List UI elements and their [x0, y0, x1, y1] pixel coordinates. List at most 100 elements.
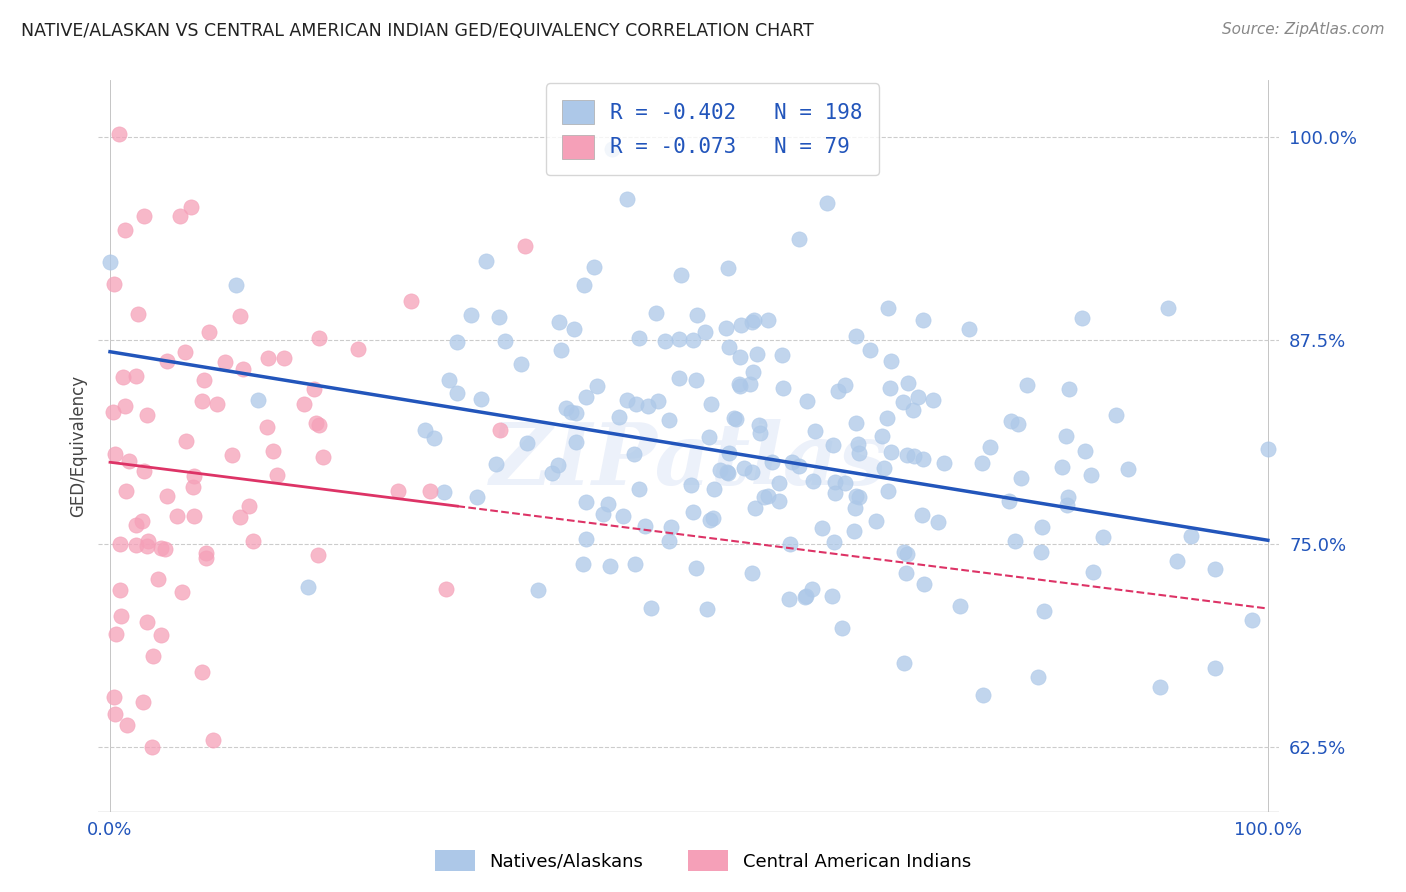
- Point: [470, 392, 492, 406]
- Point: [741, 566, 763, 580]
- Point: [831, 621, 853, 635]
- Point: [972, 688, 994, 702]
- Point: [634, 518, 657, 533]
- Point: [485, 458, 508, 472]
- Point: [697, 430, 720, 444]
- Point: [815, 196, 838, 211]
- Point: [927, 515, 949, 529]
- Point: [848, 446, 870, 460]
- Point: [1071, 310, 1094, 325]
- Point: [599, 558, 621, 573]
- Point: [842, 524, 865, 539]
- Point: [768, 494, 790, 508]
- Point: [912, 577, 935, 591]
- Point: [682, 505, 704, 519]
- Point: [682, 333, 704, 347]
- Point: [893, 656, 915, 670]
- Point: [465, 490, 488, 504]
- Point: [627, 331, 650, 345]
- Point: [970, 456, 993, 470]
- Point: [125, 517, 148, 532]
- Point: [256, 419, 278, 434]
- Point: [772, 382, 794, 396]
- Point: [565, 406, 588, 420]
- Point: [695, 326, 717, 340]
- Point: [103, 405, 125, 419]
- Point: [827, 384, 849, 398]
- Point: [1032, 604, 1054, 618]
- Point: [844, 501, 866, 516]
- Point: [744, 313, 766, 327]
- Point: [214, 355, 236, 369]
- Point: [821, 589, 844, 603]
- Point: [922, 392, 945, 407]
- Point: [308, 417, 330, 432]
- Point: [419, 483, 441, 498]
- Point: [1091, 530, 1114, 544]
- Point: [446, 386, 468, 401]
- Point: [602, 142, 624, 156]
- Point: [896, 448, 918, 462]
- Point: [1204, 562, 1226, 576]
- Point: [118, 454, 141, 468]
- Point: [110, 609, 132, 624]
- Point: [879, 445, 901, 459]
- Point: [848, 491, 870, 505]
- Point: [834, 378, 856, 392]
- Point: [127, 307, 149, 321]
- Point: [346, 343, 368, 357]
- Point: [748, 425, 770, 440]
- Point: [135, 539, 157, 553]
- Point: [516, 435, 538, 450]
- Point: [104, 447, 127, 461]
- Point: [1017, 378, 1039, 392]
- Point: [730, 379, 752, 393]
- Point: [717, 467, 740, 481]
- Point: [540, 466, 562, 480]
- Point: [104, 707, 127, 722]
- Point: [901, 403, 924, 417]
- Point: [702, 511, 724, 525]
- Point: [564, 322, 586, 336]
- Point: [475, 253, 498, 268]
- Point: [741, 465, 763, 479]
- Point: [607, 410, 630, 425]
- Point: [172, 584, 194, 599]
- Point: [191, 665, 214, 680]
- Point: [221, 448, 243, 462]
- Point: [654, 334, 676, 349]
- Point: [738, 376, 761, 391]
- Point: [1204, 661, 1226, 675]
- Point: [1080, 468, 1102, 483]
- Point: [834, 476, 856, 491]
- Point: [169, 209, 191, 223]
- Point: [1050, 459, 1073, 474]
- Point: [103, 277, 125, 291]
- Point: [560, 405, 582, 419]
- Point: [668, 371, 690, 385]
- Point: [717, 341, 740, 355]
- Point: [794, 591, 817, 605]
- Point: [714, 321, 737, 335]
- Point: [114, 222, 136, 236]
- Point: [803, 424, 825, 438]
- Point: [893, 545, 915, 559]
- Point: [125, 538, 148, 552]
- Text: ZIPatlas: ZIPatlas: [489, 419, 889, 502]
- Point: [225, 278, 247, 293]
- Point: [413, 423, 436, 437]
- Point: [709, 463, 731, 477]
- Point: [934, 456, 956, 470]
- Point: [756, 489, 779, 503]
- Point: [150, 541, 173, 556]
- Point: [1010, 471, 1032, 485]
- Point: [585, 379, 607, 393]
- Point: [266, 467, 288, 482]
- Point: [547, 458, 569, 473]
- Point: [437, 373, 460, 387]
- Legend: R = -0.402   N = 198, R = -0.073   N = 79: R = -0.402 N = 198, R = -0.073 N = 79: [546, 83, 879, 175]
- Point: [1166, 554, 1188, 568]
- Point: [548, 315, 571, 329]
- Point: [744, 501, 766, 516]
- Point: [446, 335, 468, 350]
